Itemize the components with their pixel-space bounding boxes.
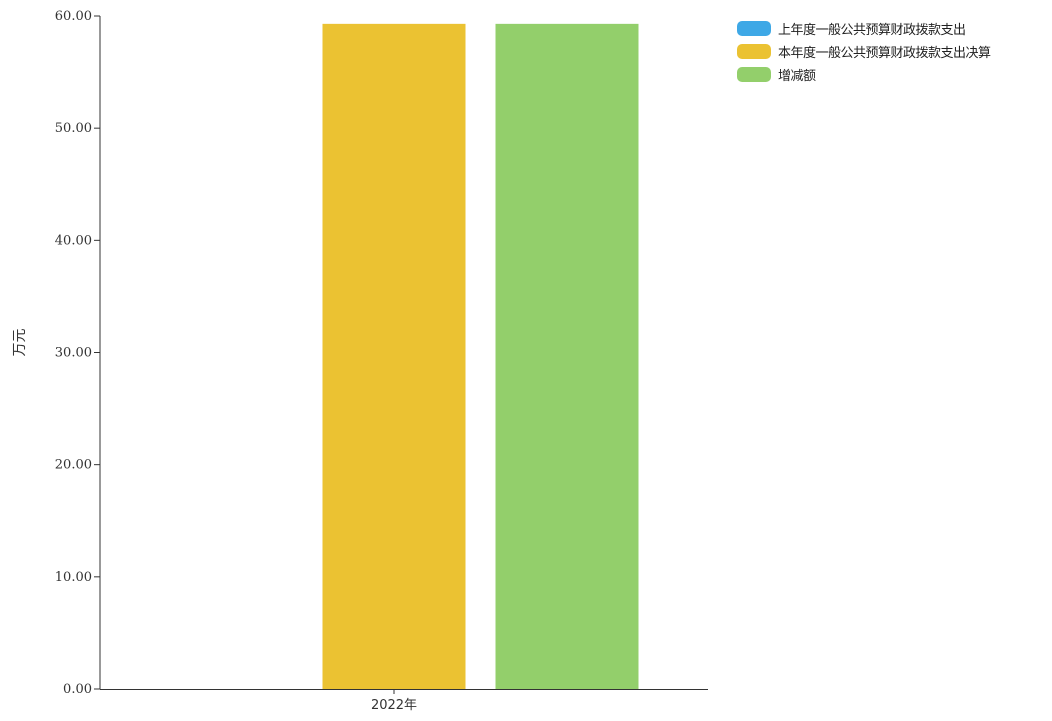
legend-item-prior-year[interactable]: 上年度一般公共预算财政拨款支出 <box>737 20 991 38</box>
y-tick-label: 60.00 <box>55 9 92 24</box>
y-tick-label: 20.00 <box>55 458 92 473</box>
bars <box>322 23 639 689</box>
axes <box>99 16 708 690</box>
y-tick-label: 40.00 <box>55 233 92 248</box>
y-tick-label: 30.00 <box>55 346 92 361</box>
legend-swatch-prior-year <box>737 21 771 36</box>
y-tick-label: 0.00 <box>63 682 92 697</box>
y-tick-label: 50.00 <box>55 121 92 136</box>
x-tick-label: 2022年 <box>371 698 417 713</box>
legend-item-current-year[interactable]: 本年度一般公共预算财政拨款支出决算 <box>737 43 991 61</box>
bar-series-1[interactable] <box>322 23 466 689</box>
legend-swatch-current-year <box>737 44 771 59</box>
legend-swatch-change <box>737 67 771 82</box>
bar-series-2[interactable] <box>495 23 639 689</box>
legend-item-change[interactable]: 增减额 <box>737 66 991 84</box>
y-tick-label: 10.00 <box>55 570 92 585</box>
y-axis-ticks: 0.00 10.00 20.00 30.00 40.00 50.00 60.00 <box>55 9 100 697</box>
x-axis-labels: 2022年 <box>371 689 417 713</box>
legend-label-prior-year: 上年度一般公共预算财政拨款支出 <box>778 23 966 38</box>
legend: 上年度一般公共预算财政拨款支出 本年度一般公共预算财政拨款支出决算 增减额 <box>737 20 991 89</box>
y-axis-title: 万元 <box>12 329 28 357</box>
legend-label-change: 增减额 <box>778 69 816 84</box>
legend-label-current-year: 本年度一般公共预算财政拨款支出决算 <box>778 46 991 61</box>
